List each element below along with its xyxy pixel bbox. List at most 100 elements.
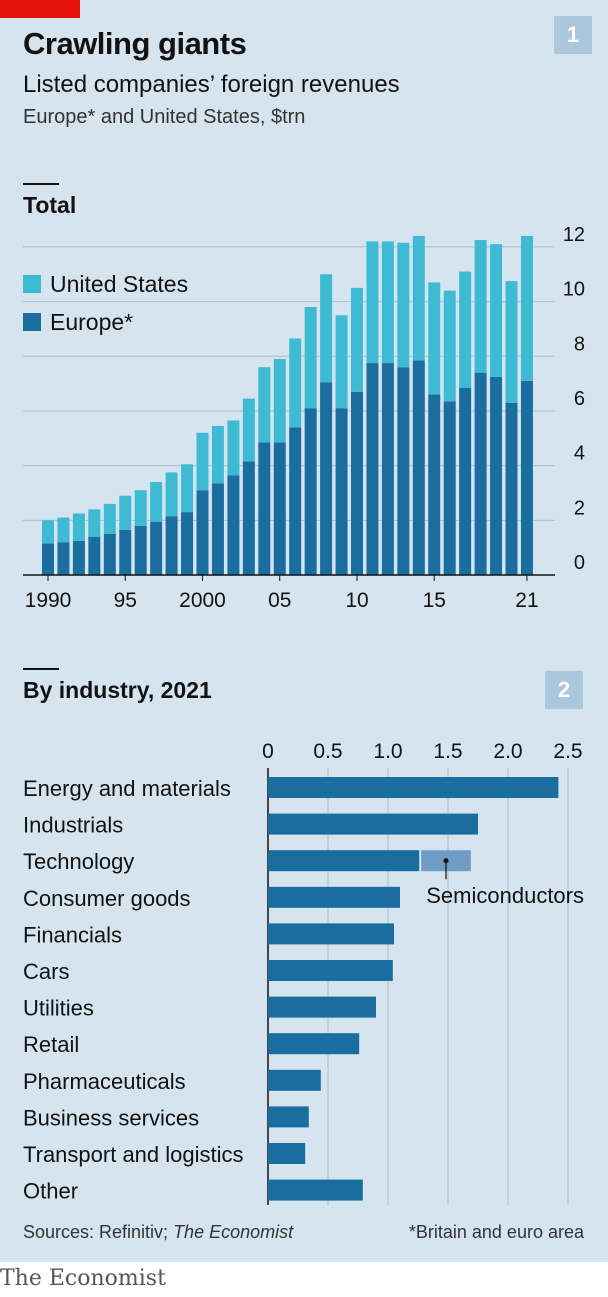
bar-united-states-2010 [351,287,363,392]
bar-united-states-2001 [211,425,224,484]
bar-united-states-2016 [443,290,456,402]
y-tick-label: 12 [563,224,585,246]
bar-united-states-1998 [165,472,178,517]
bar-united-states-2002 [227,420,240,476]
bar-financials [268,923,394,945]
bar-europe-1996 [134,525,147,575]
bar-consumer-goods [268,886,400,908]
bar-united-states-1995 [119,495,132,530]
category-label-industrials: Industrials [23,813,123,838]
bar-united-states-1992 [72,513,85,541]
bar-europe-2016 [443,401,456,575]
chart-number-2-badge: 2 [545,671,583,709]
x-tick-label: 1.0 [373,740,402,763]
bar-united-states-2021 [520,235,533,381]
bar-united-states-1991 [57,517,70,543]
bar-transport-and-logistics [268,1143,306,1164]
bar-europe-2008 [320,382,333,575]
bar-united-states-1999 [181,464,194,513]
bar-europe-2012 [381,363,394,575]
bar-europe-2003 [242,461,255,575]
x-tick-label: 21 [515,589,538,612]
bar-united-states-2012 [381,241,394,364]
bar-europe-2010 [351,391,363,575]
bar-united-states-2005 [273,358,286,443]
chart-title: Crawling giants [23,26,247,61]
bar-united-states-2006 [289,338,302,428]
section-rule-industry [23,668,59,670]
bar-united-states-1993 [88,509,101,537]
bar-united-states-2011 [366,241,379,364]
bar-europe-2000 [196,490,209,575]
x-tick-label: 15 [423,589,446,612]
section-title-total: Total [23,192,77,218]
brand-wordmark: The Economist [0,1266,166,1291]
bar-europe-1995 [119,529,132,575]
category-label-transport-and-logistics: Transport and logistics [23,1142,244,1167]
bar-europe-2001 [211,483,224,575]
category-label-financials: Financials [23,922,122,947]
bar-other [268,1179,363,1201]
bar-europe-1998 [165,516,178,575]
category-label-business-services: Business services [23,1105,199,1130]
brand-red-tab [0,0,80,18]
bar-europe-1999 [181,512,194,575]
category-label-other: Other [23,1179,78,1204]
x-tick-label: 0.5 [313,740,342,763]
bar-europe-1997 [150,521,163,575]
x-tick-label: 2.0 [493,740,522,763]
x-tick-label: 2.5 [553,740,582,763]
source-note: Sources: Refinitiv; The Economist [23,1222,293,1243]
bar-utilities [268,996,376,1018]
legend-label-united-states: United States [50,270,189,297]
chart-number-1-badge: 1 [554,16,592,54]
bar-united-states-2017 [459,271,472,388]
x-tick-label: 95 [114,589,137,612]
category-label-cars: Cars [23,959,69,984]
bar-united-states-2003 [242,398,255,462]
category-label-retail: Retail [23,1032,79,1057]
x-tick-label: 1.5 [433,740,462,763]
y-tick-label: 6 [574,388,585,410]
bar-united-states-1997 [150,482,163,522]
bar-united-states-2000 [196,432,209,491]
legend-item-united-states: United States [23,271,188,297]
bar-europe-2021 [520,380,533,575]
category-label-consumer-goods: Consumer goods [23,886,191,911]
bar-europe-1992 [72,540,85,575]
section-title-industry: By industry, 2021 [23,677,212,703]
bar-united-states-1994 [103,503,116,534]
x-tick-label: 05 [268,589,291,612]
bar-business-services [268,1106,309,1128]
unit-note: Europe* and United States, $trn [23,106,306,128]
y-tick-label: 2 [574,497,585,519]
category-label-technology: Technology [23,849,134,874]
bar-europe-2007 [304,408,317,575]
footnote: *Britain and euro area [408,1222,584,1242]
bar-europe-2004 [258,442,271,575]
annotation-semiconductors: Semiconductors [426,883,584,908]
legend-swatch-united-states [23,275,41,293]
category-label-energy-and-materials: Energy and materials [23,776,231,801]
bar-europe-1994 [103,533,116,575]
x-tick-label: 0 [262,740,274,763]
category-label-pharmaceuticals: Pharmaceuticals [23,1069,186,1094]
bar-europe-2015 [428,394,441,575]
bar-united-states-2014 [412,235,425,361]
source-prefix: Sources: Refinitiv; [23,1222,174,1242]
bar-europe-2018 [474,372,487,575]
bar-united-states-2013 [397,242,410,368]
legend-swatch-europe [23,313,41,331]
bar-pharmaceuticals [268,1069,321,1091]
legend-label-europe: Europe* [50,308,134,335]
bar-united-states-2015 [428,282,441,395]
bar-united-states-2007 [304,307,317,409]
bar-retail [268,1033,360,1055]
section-rule-total [23,183,59,185]
legend-item-europe: Europe* [23,309,133,335]
bar-united-states-2008 [320,274,333,383]
bar-europe-2014 [412,360,425,575]
bar-europe-1991 [57,542,70,575]
bar-europe-2017 [459,387,472,575]
bar-cars [268,960,393,981]
